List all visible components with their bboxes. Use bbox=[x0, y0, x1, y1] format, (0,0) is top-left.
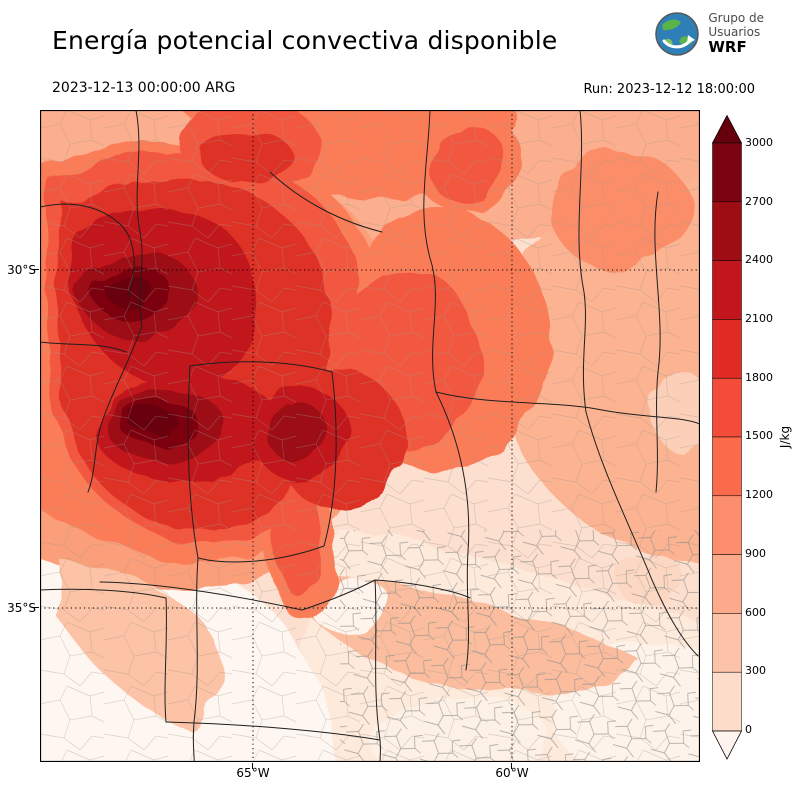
map-frame bbox=[40, 110, 700, 762]
lon-tickmark-65w bbox=[252, 763, 253, 769]
colorbar-unit-wrap: J/kg bbox=[776, 143, 794, 731]
colorbar-tick-900: 900 bbox=[745, 547, 766, 560]
graticule bbox=[40, 110, 700, 762]
colorbar-tick-1200: 1200 bbox=[745, 488, 773, 501]
lon-tickmark-60w bbox=[511, 763, 512, 769]
lat-tickmark-30s bbox=[33, 269, 39, 270]
colorbar-unit-label: J/kg bbox=[778, 425, 792, 449]
province-boundaries bbox=[40, 110, 700, 762]
lat-label-30s: 30°S bbox=[7, 263, 36, 277]
valid-time: 2023-12-13 00:00:00 ARG bbox=[52, 80, 236, 96]
wrf-logo: Grupo de Usuarios WRF bbox=[653, 10, 764, 58]
colorbar-tick-0: 0 bbox=[745, 723, 752, 736]
logo-text: Grupo de Usuarios WRF bbox=[708, 11, 764, 57]
colorbar-tick-2100: 2100 bbox=[745, 312, 773, 325]
colorbar-tick-1500: 1500 bbox=[745, 429, 773, 442]
colorbar-bar bbox=[712, 115, 742, 760]
page-title: Energía potencial convectiva disponible bbox=[52, 26, 558, 55]
lon-label-65w: 65°W bbox=[236, 766, 270, 780]
department-boundaries bbox=[40, 110, 700, 762]
lat-tickmark-35s bbox=[33, 607, 39, 608]
colorbar-over-arrow bbox=[712, 115, 742, 144]
lon-label-60w: 60°W bbox=[495, 766, 529, 780]
colorbar-tick-2700: 2700 bbox=[745, 195, 773, 208]
colorbar: 3000 2700 2400 2100 1800 1500 1200 900 6… bbox=[712, 115, 800, 765]
colorbar-tick-300: 300 bbox=[745, 664, 766, 677]
logo-text-line1: Grupo de bbox=[708, 11, 764, 26]
lat-label-35s: 35°S bbox=[7, 601, 36, 615]
run-time: Run: 2023-12-12 18:00:00 bbox=[583, 82, 755, 97]
colorbar-under-arrow bbox=[712, 730, 742, 760]
colorbar-tick-2400: 2400 bbox=[745, 253, 773, 266]
colorbar-tick-1800: 1800 bbox=[745, 371, 773, 384]
map-canvas bbox=[40, 110, 700, 762]
globe-icon bbox=[655, 12, 700, 56]
colorbar-tick-3000: 3000 bbox=[745, 136, 773, 149]
logo-text-wrf: WRF bbox=[708, 38, 747, 57]
colorbar-tick-600: 600 bbox=[745, 606, 766, 619]
logo-text-line2: Usuarios bbox=[708, 24, 761, 39]
